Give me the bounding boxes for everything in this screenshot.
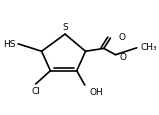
Text: CH₃: CH₃ [140, 42, 157, 51]
Text: O: O [120, 53, 127, 62]
Text: OH: OH [89, 88, 103, 96]
Text: Cl: Cl [31, 86, 40, 95]
Text: HS: HS [3, 40, 15, 49]
Text: S: S [62, 23, 68, 32]
Text: O: O [118, 33, 125, 42]
